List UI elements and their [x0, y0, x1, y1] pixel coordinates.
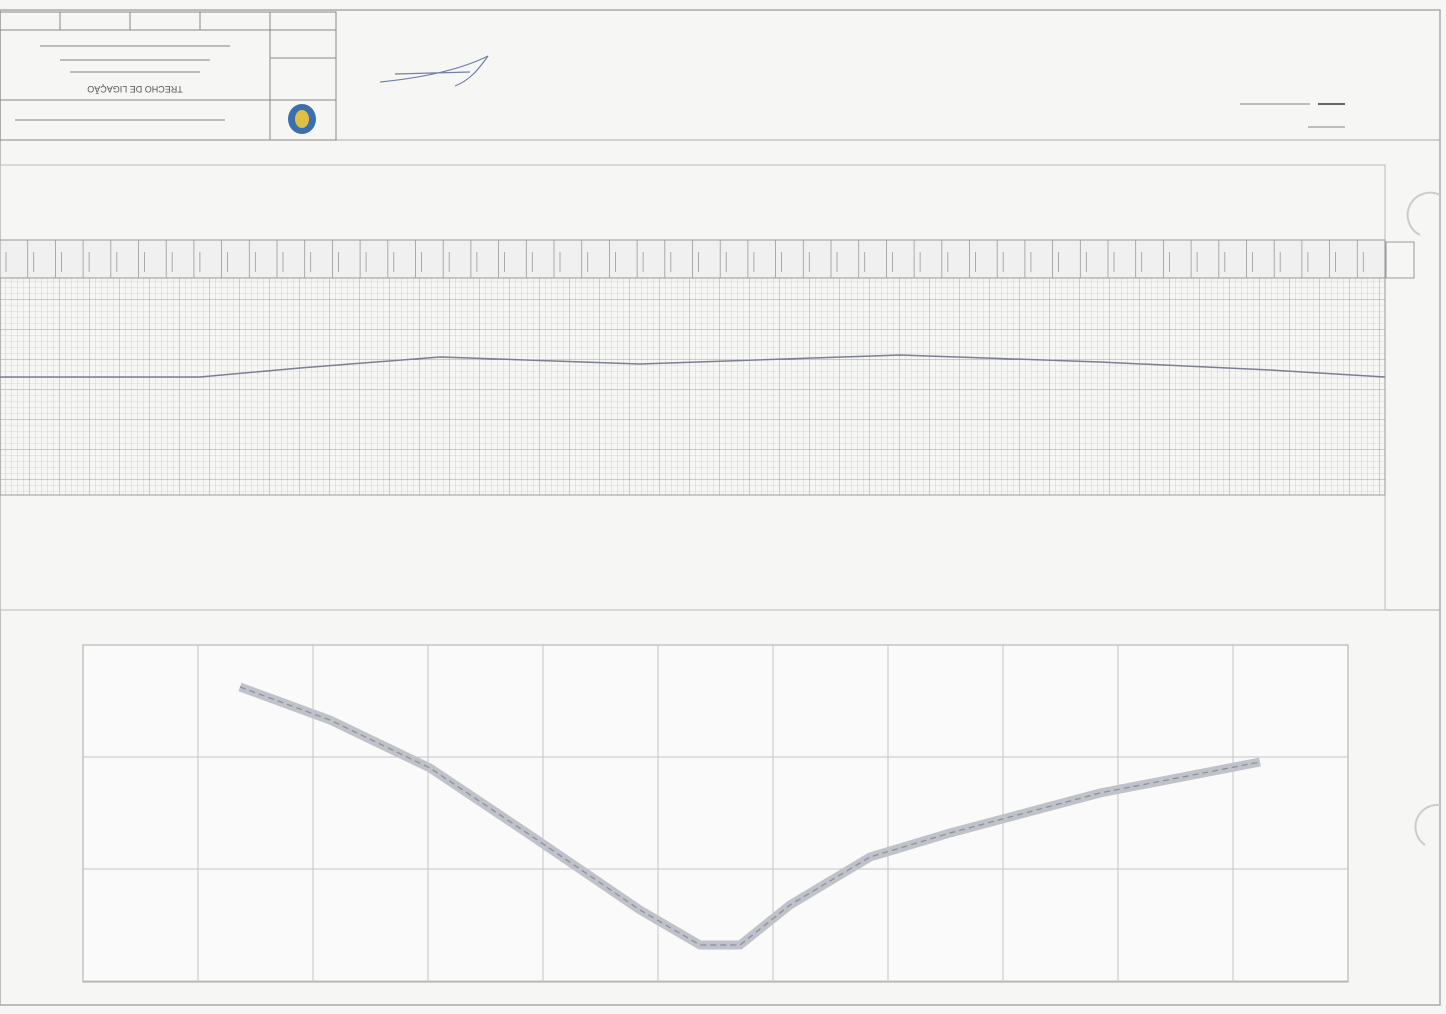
- profile-legend-box: [1385, 241, 1415, 279]
- signature: [379, 55, 489, 87]
- plan-frame: [82, 644, 1349, 983]
- title-line: TRECHO DE LIGAÇÃO: [87, 84, 183, 94]
- profile-grid: [0, 277, 1386, 496]
- station-ticks: [0, 240, 1364, 278]
- plan-grid: [83, 645, 1348, 982]
- logo: [288, 104, 316, 134]
- text-scribble: [15, 45, 1345, 128]
- title-block: [0, 11, 337, 141]
- binder-hole: [1414, 803, 1441, 846]
- road-band: [238, 682, 1261, 950]
- binder-hole: [1406, 191, 1441, 236]
- terrain-profile: [0, 354, 1386, 378]
- frame: [0, 9, 1441, 1006]
